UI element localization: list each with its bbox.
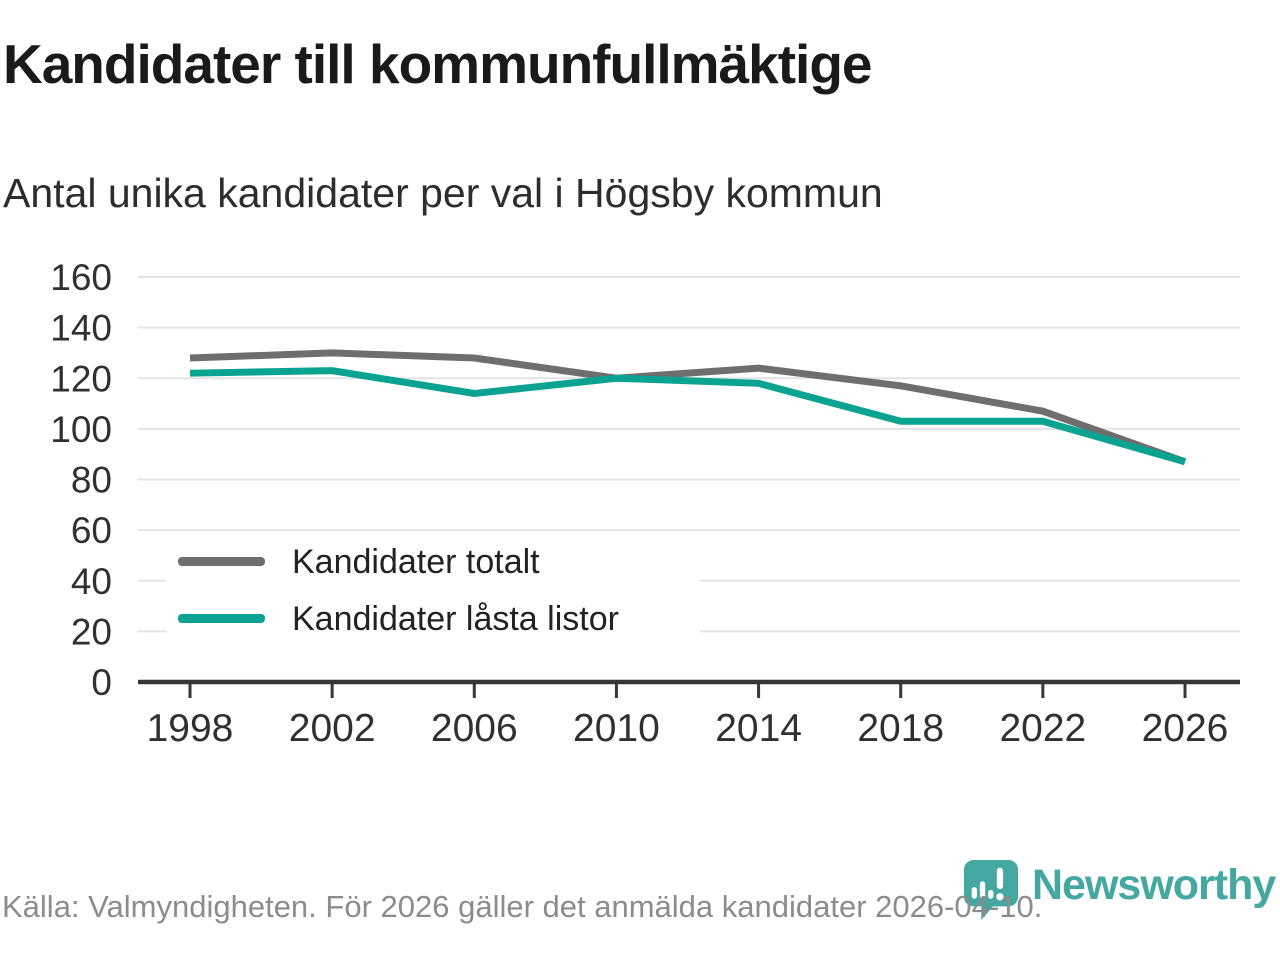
legend-swatch-totalt bbox=[178, 557, 265, 566]
x-tick-label-2002: 2002 bbox=[289, 707, 376, 750]
legend-label-totalt: Kandidater totalt bbox=[292, 542, 540, 581]
series-line-1 bbox=[189, 367, 1186, 466]
x-tick-label-2010: 2010 bbox=[573, 707, 660, 750]
chart-subtitle: Antal unika kandidater per val i Högsby … bbox=[3, 170, 883, 216]
bar-3 bbox=[988, 890, 994, 899]
y-tick-label-100: 100 bbox=[50, 409, 112, 450]
legend-item-lasta-listor: Kandidater låsta listor bbox=[166, 591, 700, 646]
y-tick-label-80: 80 bbox=[71, 460, 112, 501]
x-tick-label-2018: 2018 bbox=[857, 707, 944, 750]
x-tick-label-2026: 2026 bbox=[1142, 707, 1229, 750]
y-tick-label-120: 120 bbox=[50, 358, 112, 399]
bar-2 bbox=[979, 881, 986, 899]
newsworthy-pin-icon bbox=[963, 860, 1019, 920]
exclamation-dot bbox=[996, 893, 1004, 901]
legend-label-lasta-listor: Kandidater låsta listor bbox=[292, 599, 619, 638]
y-tick-label-160: 160 bbox=[50, 257, 112, 298]
y-tick-label-140: 140 bbox=[50, 308, 112, 349]
newsworthy-wordmark: Newsworthy bbox=[1032, 861, 1276, 909]
x-tick-label-2014: 2014 bbox=[715, 707, 802, 750]
newsworthy-logo: Newsworthy bbox=[962, 858, 1276, 922]
exclamation-bar bbox=[996, 867, 1004, 890]
x-tick-label-1998: 1998 bbox=[147, 707, 234, 750]
pin-body bbox=[963, 860, 1019, 920]
chart-legend: Kandidater totalt Kandidater låsta listo… bbox=[166, 533, 700, 647]
y-tick-label-40: 40 bbox=[71, 561, 112, 602]
chart-title: Kandidater till kommunfullmäktige bbox=[3, 33, 873, 95]
x-tick-label-2022: 2022 bbox=[999, 707, 1086, 750]
x-tick-label-2006: 2006 bbox=[431, 707, 518, 750]
legend-item-totalt: Kandidater totalt bbox=[166, 534, 700, 589]
y-tick-label-0: 0 bbox=[91, 662, 112, 703]
y-tick-label-60: 60 bbox=[71, 510, 112, 551]
source-note: Källa: Valmyndigheten. För 2026 gäller d… bbox=[2, 889, 1043, 924]
series-line-0 bbox=[189, 349, 1187, 466]
legend-swatch-lasta-listor bbox=[178, 614, 265, 623]
bar-1 bbox=[971, 887, 977, 899]
y-tick-label-20: 20 bbox=[71, 611, 112, 652]
